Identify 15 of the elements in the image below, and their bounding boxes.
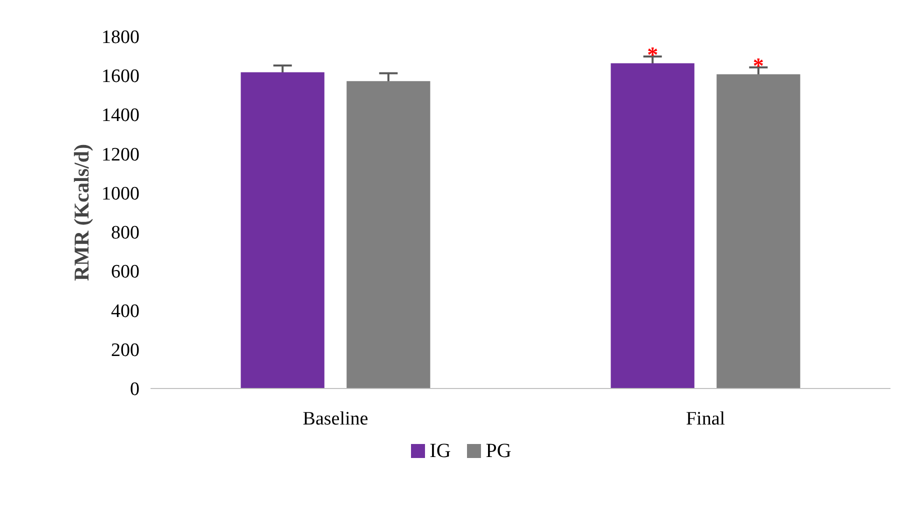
- y-tick-label: 600: [111, 262, 140, 283]
- y-tick-label: 1600: [102, 66, 140, 88]
- y-tick-label: 400: [111, 300, 140, 322]
- y-tick-label: 1400: [102, 105, 140, 126]
- y-axis-title: RMR (Kcals/d): [70, 144, 94, 282]
- y-tick-label: 1000: [102, 183, 140, 204]
- legend-label: PG: [484, 439, 512, 464]
- x-tick-label: Baseline: [302, 408, 368, 430]
- legend-label: IG: [428, 439, 451, 464]
- y-tick-label: 1800: [102, 27, 140, 48]
- y-tick-label: 0: [130, 379, 140, 400]
- x-tick-label: Final: [686, 408, 726, 430]
- y-tick-label: 800: [111, 222, 140, 244]
- y-tick-label: 1200: [102, 144, 140, 166]
- y-tick-label: 200: [111, 340, 140, 361]
